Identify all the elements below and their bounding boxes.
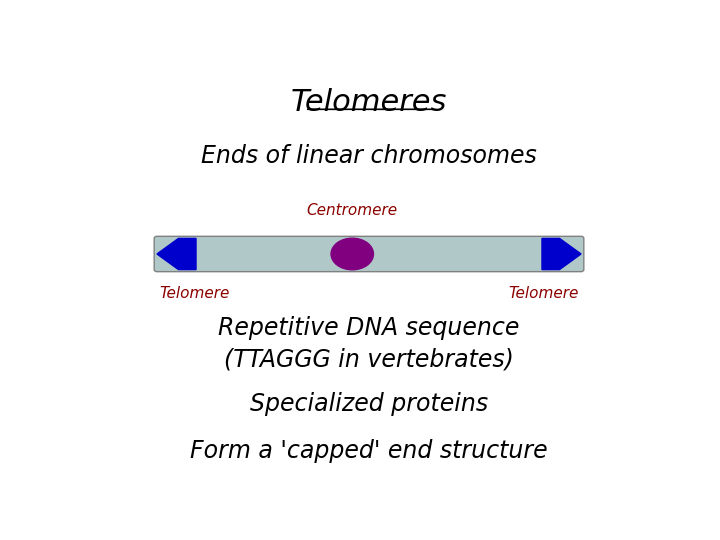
Text: Ends of linear chromosomes: Ends of linear chromosomes (201, 144, 537, 168)
Text: Telomere: Telomere (508, 286, 578, 301)
Circle shape (331, 238, 374, 270)
Text: Telomeres: Telomeres (291, 87, 447, 117)
FancyBboxPatch shape (154, 237, 584, 272)
FancyArrow shape (542, 238, 581, 269)
Text: Centromere: Centromere (307, 202, 398, 218)
Text: Telomere: Telomere (160, 286, 230, 301)
Text: Specialized proteins: Specialized proteins (250, 392, 488, 416)
Text: Repetitive DNA sequence
(TTAGGG in vertebrates): Repetitive DNA sequence (TTAGGG in verte… (218, 315, 520, 371)
Text: Form a 'capped' end structure: Form a 'capped' end structure (190, 440, 548, 463)
FancyArrow shape (157, 238, 196, 269)
